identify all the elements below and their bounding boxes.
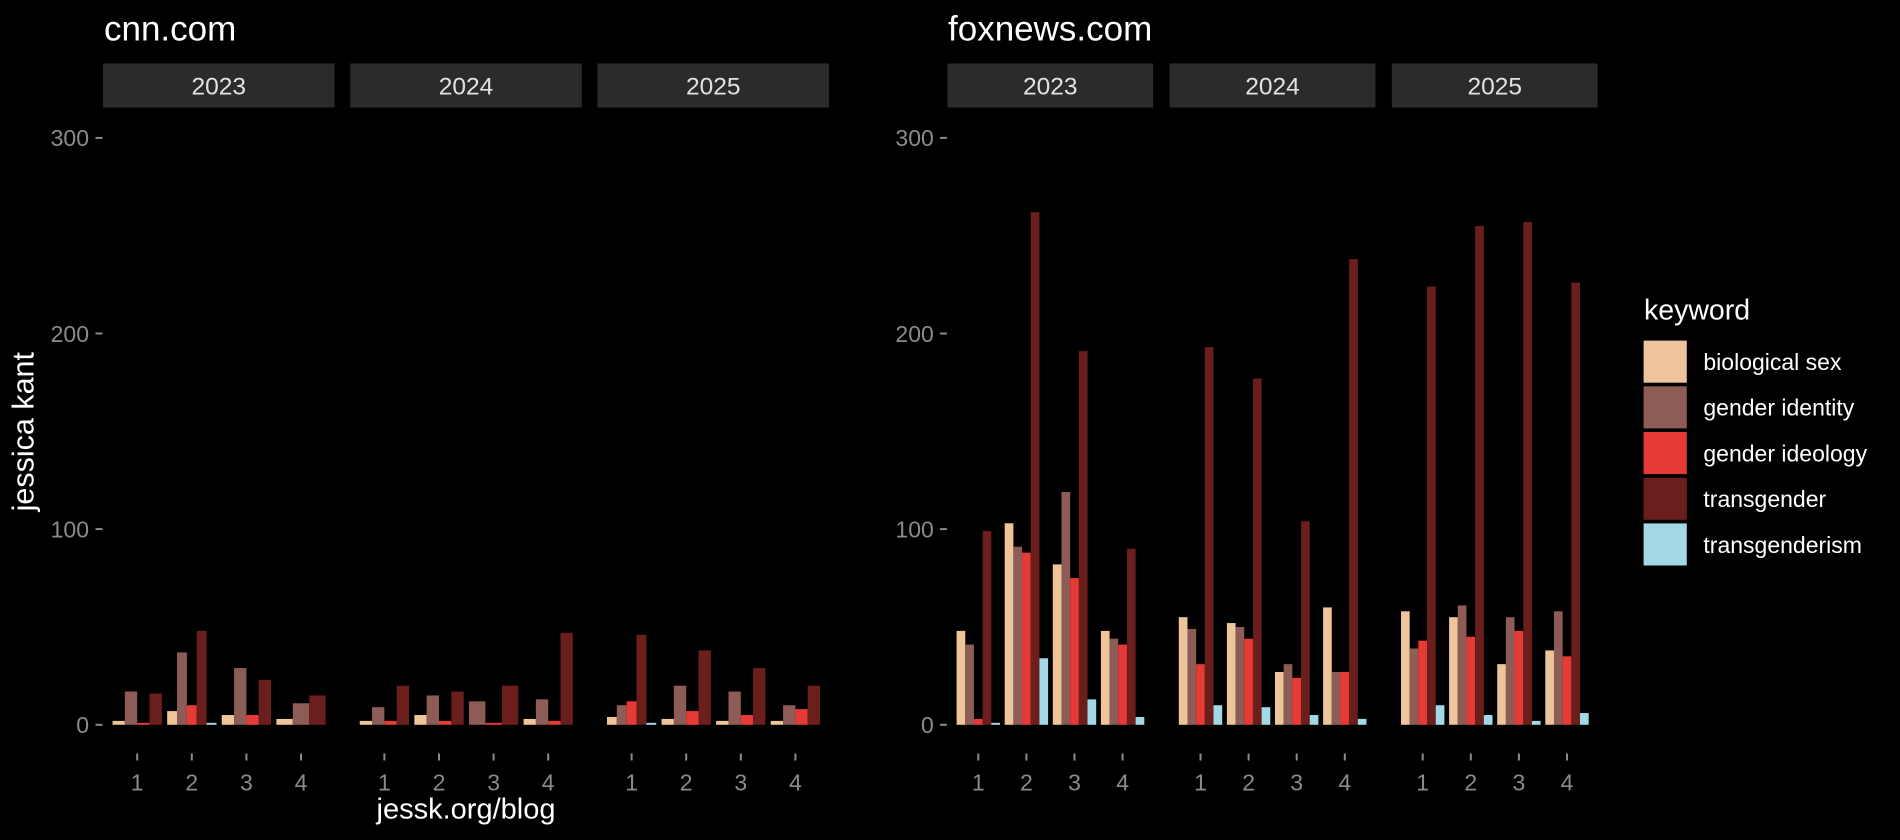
svg-text:4: 4 — [542, 770, 555, 796]
svg-text:jessica kant: jessica kant — [7, 352, 41, 513]
svg-text:1: 1 — [131, 770, 144, 796]
svg-text:1: 1 — [972, 770, 985, 796]
svg-text:300: 300 — [51, 125, 89, 151]
svg-text:100: 100 — [895, 516, 933, 542]
svg-text:3: 3 — [734, 770, 747, 796]
svg-text:1: 1 — [1194, 770, 1207, 796]
svg-text:2: 2 — [680, 770, 693, 796]
svg-text:2: 2 — [185, 770, 198, 796]
svg-text:3: 3 — [240, 770, 253, 796]
svg-text:3: 3 — [1068, 770, 1081, 796]
svg-text:100: 100 — [51, 516, 89, 542]
svg-text:1: 1 — [625, 770, 638, 796]
svg-text:2025: 2025 — [686, 74, 741, 101]
svg-text:3: 3 — [1513, 770, 1526, 796]
svg-text:jessk.org/blog: jessk.org/blog — [376, 794, 556, 826]
svg-text:2024: 2024 — [439, 74, 494, 101]
svg-text:1: 1 — [378, 770, 391, 796]
svg-text:biological sex: biological sex — [1703, 349, 1842, 375]
svg-text:300: 300 — [895, 125, 933, 151]
svg-text:3: 3 — [487, 770, 500, 796]
svg-text:2: 2 — [1242, 770, 1255, 796]
svg-text:4: 4 — [295, 770, 308, 796]
svg-text:1: 1 — [1416, 770, 1429, 796]
svg-text:2: 2 — [1464, 770, 1477, 796]
svg-text:3: 3 — [1290, 770, 1303, 796]
svg-text:4: 4 — [1116, 770, 1129, 796]
svg-text:2025: 2025 — [1467, 74, 1522, 101]
svg-text:0: 0 — [921, 712, 934, 738]
svg-text:2023: 2023 — [1023, 74, 1078, 101]
svg-text:gender identity: gender identity — [1703, 395, 1854, 421]
svg-text:4: 4 — [1561, 770, 1574, 796]
svg-text:0: 0 — [76, 712, 89, 738]
svg-text:200: 200 — [895, 321, 933, 347]
svg-text:2024: 2024 — [1245, 74, 1300, 101]
svg-text:transgender: transgender — [1703, 486, 1826, 512]
svg-text:2: 2 — [1020, 770, 1033, 796]
svg-text:transgenderism: transgenderism — [1703, 532, 1862, 558]
svg-text:gender ideology: gender ideology — [1703, 440, 1867, 466]
svg-text:4: 4 — [1338, 770, 1351, 796]
svg-text:2023: 2023 — [192, 74, 247, 101]
svg-text:2: 2 — [433, 770, 446, 796]
svg-text:keyword: keyword — [1644, 294, 1750, 326]
svg-text:cnn.com: cnn.com — [104, 10, 236, 49]
svg-text:4: 4 — [789, 770, 802, 796]
svg-text:200: 200 — [51, 321, 89, 347]
svg-text:foxnews.com: foxnews.com — [948, 10, 1152, 49]
